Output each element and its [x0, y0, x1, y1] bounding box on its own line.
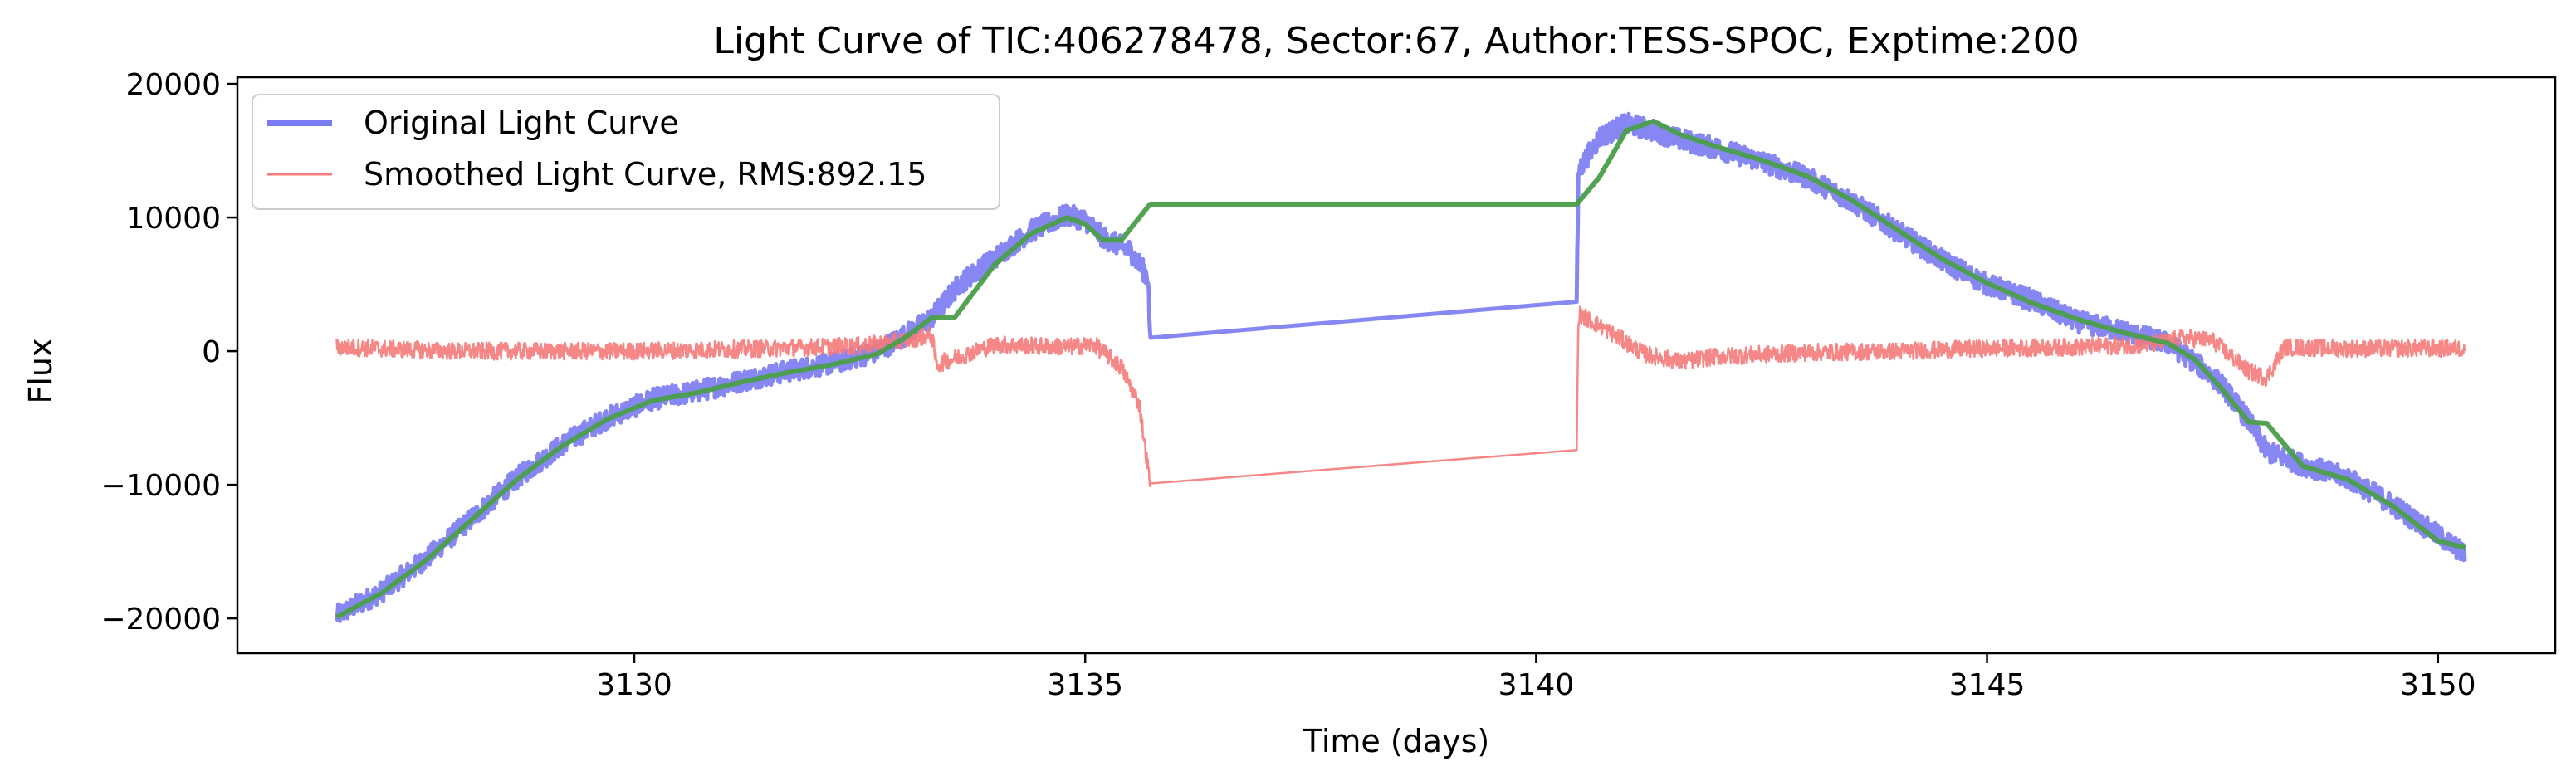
axes-frame [236, 76, 2557, 655]
chart-title: Light Curve of TIC:406278478, Sector:67,… [713, 20, 2079, 62]
series-line-2 [335, 305, 2466, 488]
legend: Original Light Curve Smoothed Light Curve… [252, 94, 1000, 210]
legend-label: Original Light Curve [364, 105, 679, 141]
x-tick-label: 3150 [2400, 668, 2476, 702]
series-layer [335, 111, 2467, 623]
x-axis-ticks: 3130 3135 3140 3145 3150 [596, 653, 2476, 702]
y-tick-label: 0 [202, 335, 221, 369]
legend-label: Smoothed Light Curve, RMS:892.15 [364, 156, 926, 193]
x-tick-label: 3130 [596, 668, 672, 702]
y-tick-label: 20000 [125, 68, 221, 102]
y-axis-ticks: −20000 −10000 0 10000 20000 [100, 68, 237, 637]
y-axis-label: Flux [22, 339, 59, 404]
x-tick-label: 3140 [1498, 668, 1575, 702]
x-axis-label: Time (days) [1303, 723, 1489, 759]
legend-box [252, 94, 1000, 210]
y-tick-label: −20000 [100, 603, 221, 637]
x-tick-label: 3145 [1949, 668, 2026, 702]
y-tick-label: −10000 [100, 469, 221, 503]
series-line-3 [335, 119, 2466, 620]
y-tick-label: 10000 [125, 202, 221, 236]
x-tick-label: 3135 [1047, 668, 1123, 702]
